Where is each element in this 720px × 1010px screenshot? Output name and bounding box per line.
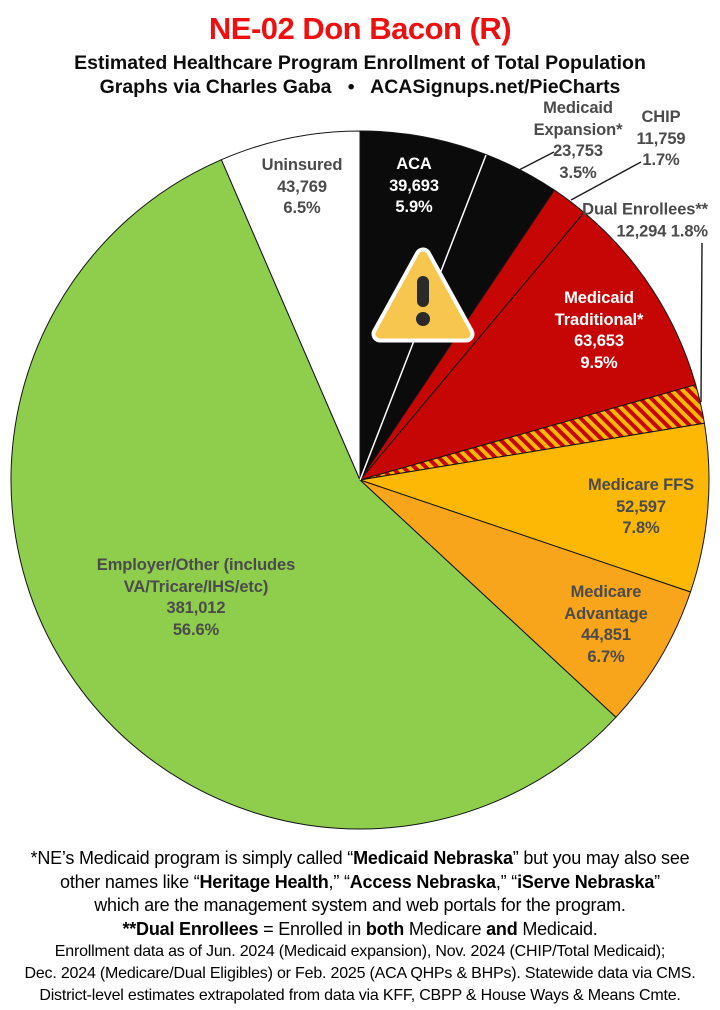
pie-slice-medicare_advantage <box>359 479 691 718</box>
chart-credit: Graphs via Charles Gaba • ACASignups.net… <box>99 76 621 98</box>
footnote-line: Enrollment data as of Jun. 2024 (Medicai… <box>54 943 666 960</box>
footnote-medicaid: *NE’s Medicaid program is simply called … <box>0 847 720 941</box>
pie-chart: ACA 39,693 5.9% Medicaid Expansion* 23,753 3.… <box>0 95 720 843</box>
leader-lines <box>518 151 703 403</box>
leader-line-chip <box>570 161 642 201</box>
footnote-line: other names like “Heritage Health,” “Acc… <box>60 871 660 892</box>
warning-icon <box>371 247 475 343</box>
footnote-line: District-level estimates extrapolated fr… <box>39 987 681 1004</box>
footnote-line: *NE’s Medicaid program is simply called … <box>30 848 690 868</box>
pie-slice-medicaid_traditional <box>359 212 697 481</box>
footnote-line: Dec. 2024 (Medicare/Dual Eligibles) or F… <box>24 965 696 982</box>
footnote-data-sources: Enrollment data as of Jun. 2024 (Medicai… <box>0 941 720 1007</box>
footnote-line: which are the management system and web … <box>94 895 626 915</box>
leader-line-medicaid-expansion <box>518 151 555 171</box>
page-title: NE-02 Don Bacon (R) <box>208 11 512 46</box>
leader-line-dual-enrollees <box>700 242 703 403</box>
footnote-line: **Dual Enrollees = Enrolled in both Medi… <box>122 918 598 939</box>
pie-slices <box>10 130 710 830</box>
chart-header: NE-02 Don Bacon (R) Estimated Healthcare… <box>0 0 720 99</box>
pie-slice-employer_other <box>10 159 617 830</box>
pie-slice-uninsured <box>220 130 361 481</box>
pie-chart-svg <box>10 130 710 830</box>
chart-subtitle: Estimated Healthcare Program Enrollment … <box>74 52 646 74</box>
pie-slice-medicare_ffs <box>359 422 710 593</box>
